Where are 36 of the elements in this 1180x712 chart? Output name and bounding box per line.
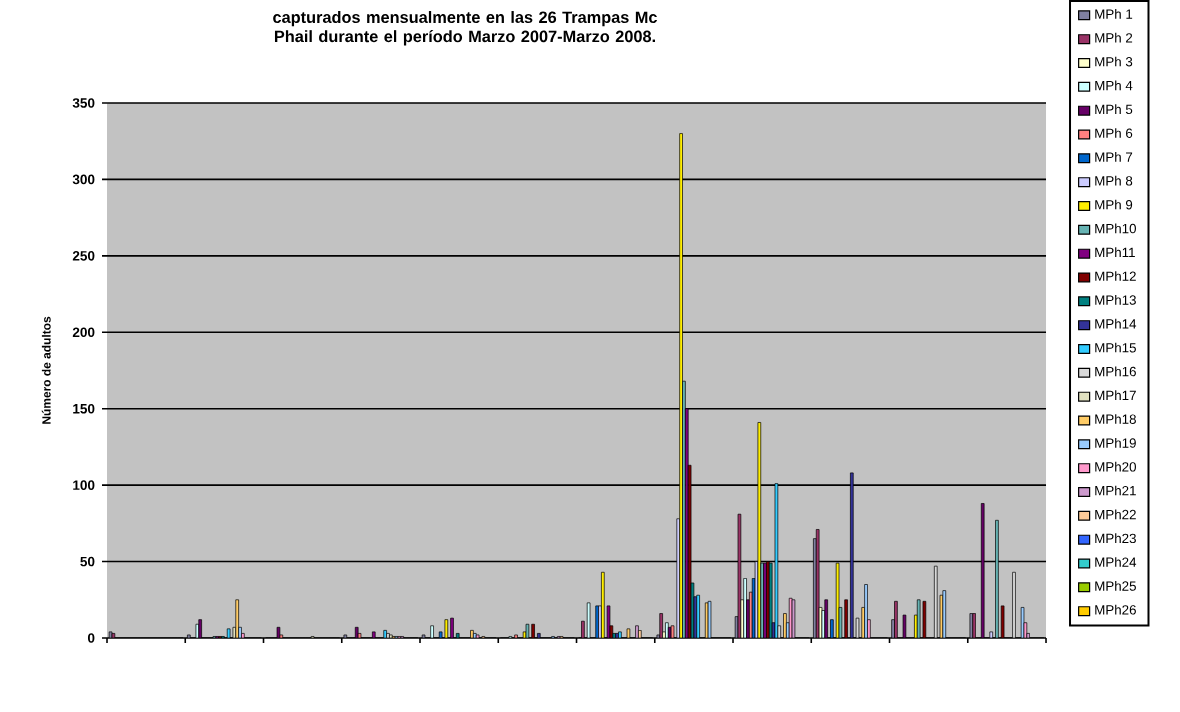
legend-label: MPh25 [1095, 580, 1136, 591]
legend-label: MPh26 [1095, 604, 1136, 615]
y-tick-label: 350 [72, 98, 95, 108]
legend-label: MPh22 [1095, 509, 1136, 520]
legend-label: MPh 2 [1095, 32, 1133, 43]
legend-label: MPh18 [1095, 414, 1136, 424]
y-tick-label: 50 [80, 556, 95, 567]
y-tick-label: 300 [72, 174, 95, 185]
legend-label: MPh20 [1095, 461, 1136, 472]
y-tick-label: 100 [73, 480, 95, 490]
legend-label: MPh 1 [1095, 9, 1133, 19]
legend-label: MPh15 [1095, 342, 1136, 353]
legend-label: MPh24 [1095, 557, 1137, 567]
legend-label: MPh 7 [1095, 152, 1133, 162]
y-axis-title: Número de adultos [41, 316, 51, 424]
legend-label: MPh14 [1095, 318, 1137, 329]
y-tick-label: 0 [87, 633, 95, 643]
chart-title: capturados mensualmente en las 26 Trampas Mc Phail durante el período Marzo 2007-Marzo 2008. [273, 11, 658, 46]
legend-label: MPh16 [1095, 366, 1136, 377]
legend-label: MPh12 [1095, 271, 1136, 281]
legend-label: MPh 4 [1095, 80, 1133, 91]
legend-label: MPh23 [1095, 533, 1136, 544]
legend-label: MPh 6 [1095, 128, 1133, 138]
legend-label: MPh 8 [1095, 175, 1133, 186]
legend-label: MPh 3 [1095, 56, 1133, 67]
legend-label: MPh 9 [1095, 199, 1133, 210]
y-tick-label: 200 [72, 327, 95, 338]
legend-label: MPh17 [1095, 390, 1136, 400]
legend-label: MPh 5 [1095, 104, 1133, 115]
legend-label: MPh11 [1095, 247, 1135, 257]
legend-label: MPh21 [1095, 485, 1136, 496]
legend-label: MPh10 [1095, 223, 1136, 234]
y-tick-label: 250 [72, 251, 95, 261]
legend-label: MPh19 [1095, 437, 1136, 448]
y-tick-label: 150 [73, 403, 95, 414]
legend-label: MPh13 [1095, 294, 1136, 305]
